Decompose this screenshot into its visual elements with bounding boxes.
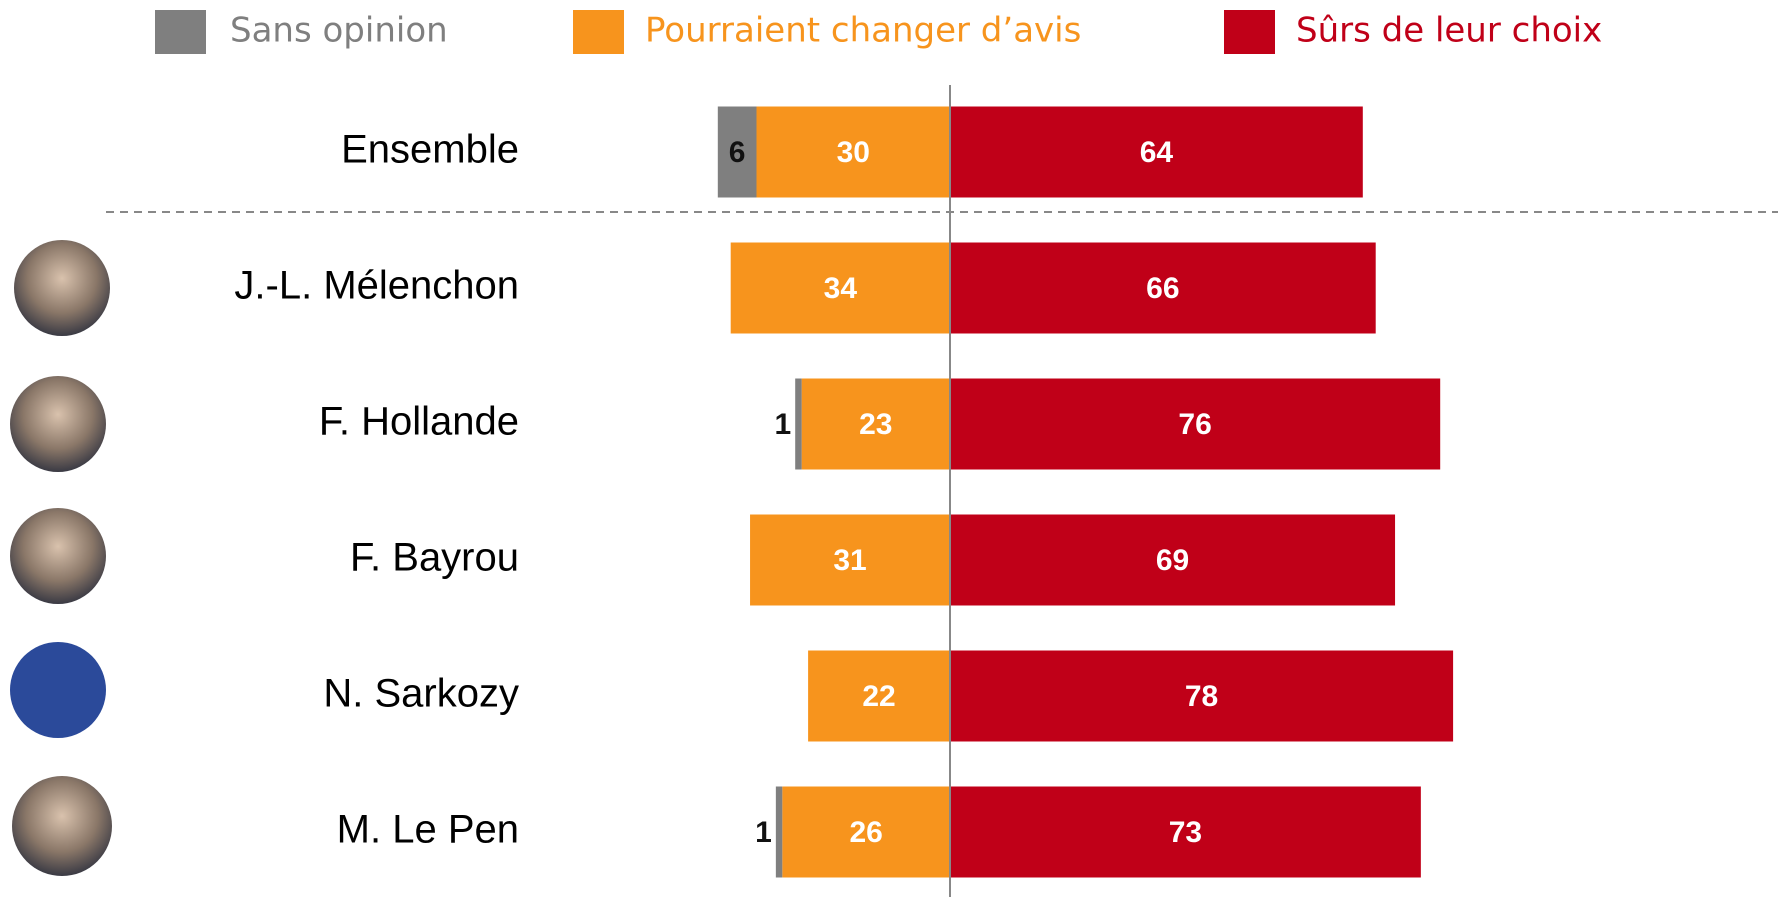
category-label: F. Bayrou bbox=[350, 536, 519, 580]
legend-label: Sans opinion bbox=[230, 11, 448, 51]
value-label: 66 bbox=[1146, 272, 1179, 305]
value-label: 69 bbox=[1156, 544, 1189, 577]
bar-segment bbox=[950, 650, 1454, 742]
bar-segment bbox=[950, 786, 1421, 878]
bar-segment bbox=[782, 786, 950, 878]
bar-segment bbox=[775, 786, 783, 878]
value-label: 76 bbox=[1178, 408, 1211, 441]
bar-segment bbox=[750, 514, 950, 606]
category-label: Ensemble bbox=[341, 128, 519, 172]
bar-segment bbox=[795, 378, 802, 470]
legend-label: Sûrs de leur choix bbox=[1296, 11, 1602, 51]
bar-segment bbox=[756, 106, 950, 198]
bar-segment bbox=[717, 106, 757, 198]
value-label: 6 bbox=[729, 136, 746, 169]
value-label: 34 bbox=[824, 272, 858, 305]
value-label: 31 bbox=[833, 544, 866, 577]
category-label: N. Sarkozy bbox=[323, 672, 519, 716]
category-label: M. Le Pen bbox=[337, 808, 519, 852]
value-label: 30 bbox=[837, 136, 870, 169]
bar-segment bbox=[801, 378, 950, 470]
category-label: F. Hollande bbox=[319, 400, 519, 444]
value-label: 23 bbox=[859, 408, 892, 441]
category-label: J.-L. Mélenchon bbox=[234, 264, 519, 308]
bar-segment bbox=[950, 242, 1376, 334]
photo bbox=[10, 508, 106, 604]
legend-swatch bbox=[155, 10, 206, 54]
photo bbox=[10, 642, 106, 738]
value-label: 1 bbox=[775, 408, 792, 441]
legend-swatch bbox=[1224, 10, 1275, 54]
value-label: 78 bbox=[1185, 680, 1218, 713]
bar-segment bbox=[950, 514, 1396, 606]
photo bbox=[10, 376, 106, 472]
value-label: 22 bbox=[862, 680, 895, 713]
legend-label: Pourraient changer d’avis bbox=[645, 11, 1081, 51]
value-label: 73 bbox=[1169, 816, 1202, 849]
photo bbox=[12, 776, 112, 876]
photos bbox=[10, 240, 112, 876]
bar-segment bbox=[730, 242, 950, 334]
value-label: 26 bbox=[849, 816, 882, 849]
bar-segment bbox=[950, 106, 1363, 198]
value-label: 64 bbox=[1140, 136, 1174, 169]
value-label: 1 bbox=[755, 816, 772, 849]
bar-segment bbox=[808, 650, 950, 742]
photo bbox=[14, 240, 110, 336]
bar-segment bbox=[950, 378, 1441, 470]
legend-swatch bbox=[573, 10, 624, 54]
